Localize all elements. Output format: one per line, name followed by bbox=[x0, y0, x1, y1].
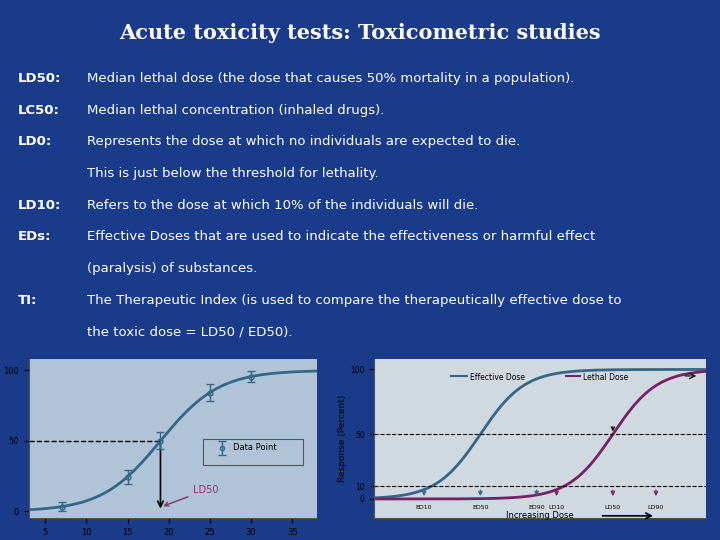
Text: The Therapeutic Index (is used to compare the therapeutically effective dose to: The Therapeutic Index (is used to compar… bbox=[87, 294, 621, 307]
Text: Effective Dose: Effective Dose bbox=[470, 373, 526, 382]
FancyBboxPatch shape bbox=[203, 439, 303, 465]
Text: (paralysis) of substances.: (paralysis) of substances. bbox=[87, 262, 257, 275]
Text: LD10: LD10 bbox=[549, 505, 564, 510]
Text: Median lethal dose (the dose that causes 50% mortality in a population).: Median lethal dose (the dose that causes… bbox=[87, 72, 575, 85]
Text: ED90: ED90 bbox=[528, 505, 545, 510]
Text: EDs:: EDs: bbox=[18, 231, 51, 244]
Text: LD50: LD50 bbox=[164, 485, 219, 506]
Text: Effective Doses that are used to indicate the effectiveness or harmful effect: Effective Doses that are used to indicat… bbox=[87, 231, 595, 244]
Text: Represents the dose at which no individuals are expected to die.: Represents the dose at which no individu… bbox=[87, 136, 521, 148]
Text: Data Point: Data Point bbox=[233, 443, 276, 453]
Text: LD90: LD90 bbox=[648, 505, 664, 510]
Text: LD50:: LD50: bbox=[18, 72, 61, 85]
Text: LD0:: LD0: bbox=[18, 136, 52, 148]
Text: Increasing Dose: Increasing Dose bbox=[506, 511, 574, 521]
Text: This is just below the threshold for lethality.: This is just below the threshold for let… bbox=[87, 167, 379, 180]
Text: Refers to the dose at which 10% of the individuals will die.: Refers to the dose at which 10% of the i… bbox=[87, 199, 478, 212]
Text: LD50: LD50 bbox=[605, 505, 621, 510]
Text: Acute toxicity tests: Toxicometric studies: Acute toxicity tests: Toxicometric studi… bbox=[120, 23, 600, 43]
Text: Lethal Dose: Lethal Dose bbox=[583, 373, 629, 382]
Text: LC50:: LC50: bbox=[18, 104, 60, 117]
Text: ED50: ED50 bbox=[472, 505, 489, 510]
Text: Median lethal concentration (inhaled drugs).: Median lethal concentration (inhaled dru… bbox=[87, 104, 384, 117]
Text: the toxic dose = LD50 / ED50).: the toxic dose = LD50 / ED50). bbox=[87, 326, 292, 339]
Text: LD10:: LD10: bbox=[18, 199, 61, 212]
Text: ED10: ED10 bbox=[416, 505, 432, 510]
Text: TI:: TI: bbox=[18, 294, 37, 307]
Y-axis label: Response (Percent): Response (Percent) bbox=[338, 395, 348, 482]
